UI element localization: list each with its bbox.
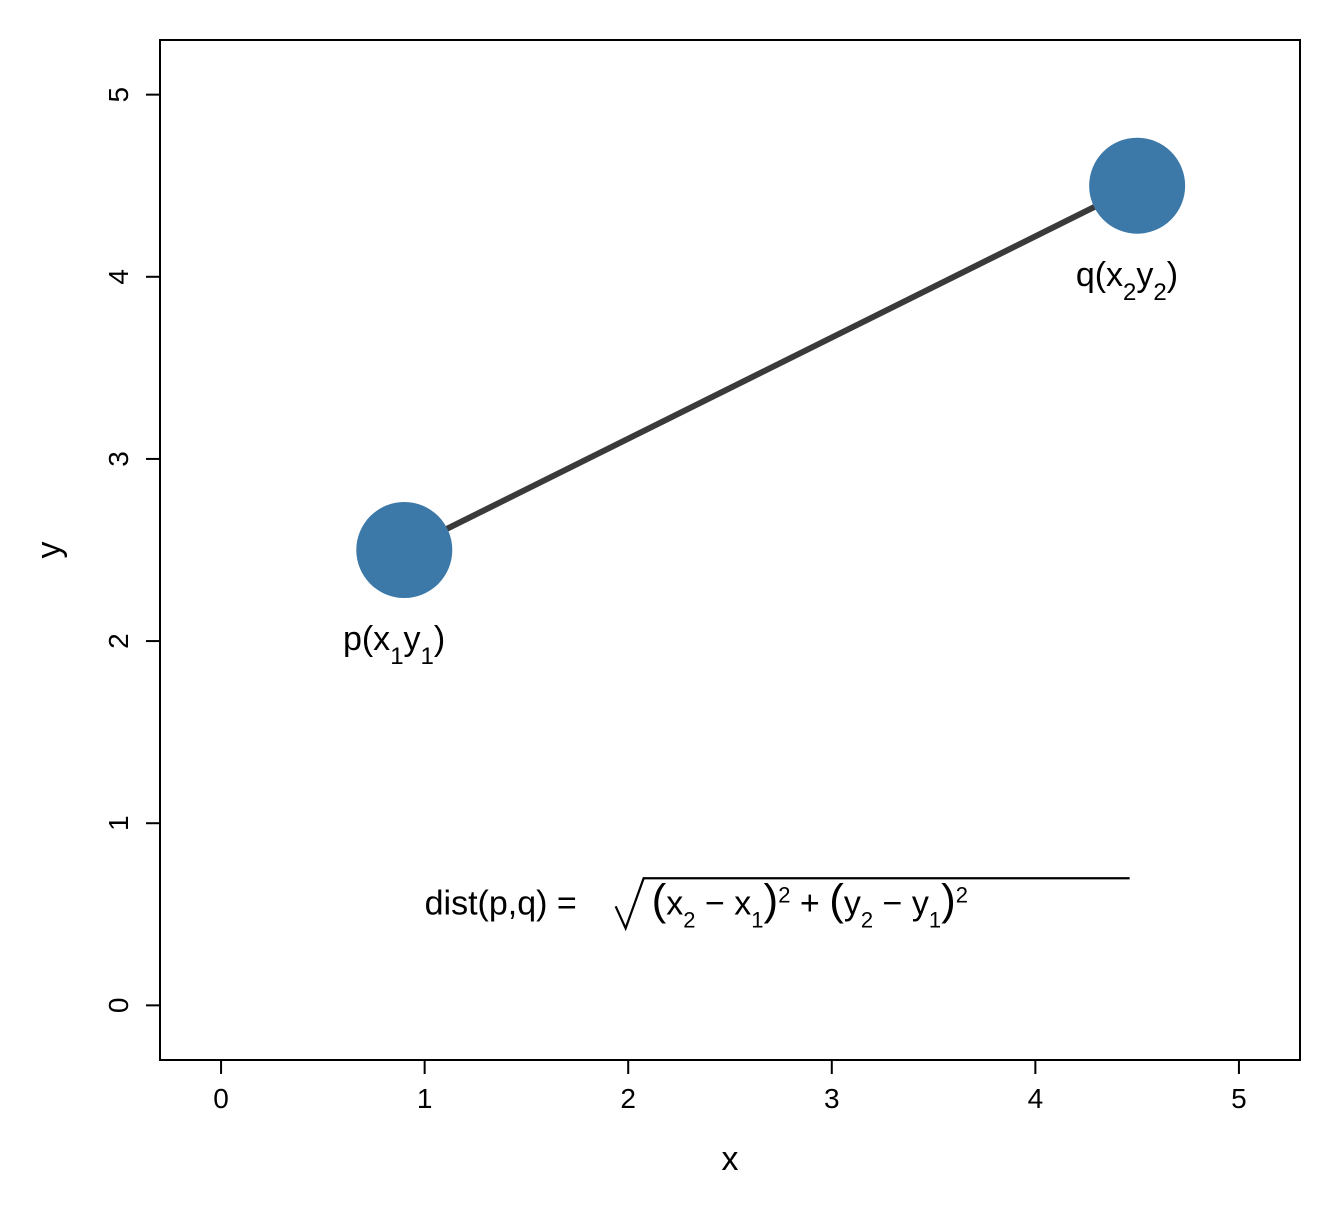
point-label-q: q(x2y2) <box>1076 256 1178 306</box>
y-tick-label: 5 <box>103 87 134 103</box>
x-tick-label: 1 <box>417 1083 433 1114</box>
distance-chart: 0 1 2 3 4 5 0 1 2 3 4 5 x y p(x1y1) q(x2y2) dist(p,q) = … <box>0 0 1344 1209</box>
formula-prefix: dist(p,q) = <box>425 884 577 922</box>
y-tick-label: 0 <box>103 998 134 1014</box>
x-tick-label: 2 <box>620 1083 636 1114</box>
x-tick-label: 5 <box>1231 1083 1247 1114</box>
chart-svg: 0 1 2 3 4 5 0 1 2 3 4 5 x y p(x1y1) q(x2y2) dist(p,q) = … <box>0 0 1344 1209</box>
y-tick-label: 1 <box>103 815 134 831</box>
point-label-p: p(x1y1) <box>343 620 445 670</box>
distance-formula: dist(p,q) = (x2 − x1)2 + (y2 − y1)2 <box>425 875 1130 932</box>
y-tick-label: 3 <box>103 451 134 467</box>
y-axis-label: y <box>30 542 68 559</box>
x-tick-label: 0 <box>213 1083 229 1114</box>
point-q <box>1089 138 1185 234</box>
formula-radicand: (x2 − x1)2 + (y2 − y1)2 <box>652 875 968 932</box>
x-tick-label: 3 <box>824 1083 840 1114</box>
y-tick-label: 4 <box>103 269 134 285</box>
x-tick-label: 4 <box>1028 1083 1044 1114</box>
y-tick-label: 2 <box>103 633 134 649</box>
distance-line <box>404 186 1137 550</box>
point-p <box>356 502 452 598</box>
x-axis-label: x <box>722 1140 739 1178</box>
